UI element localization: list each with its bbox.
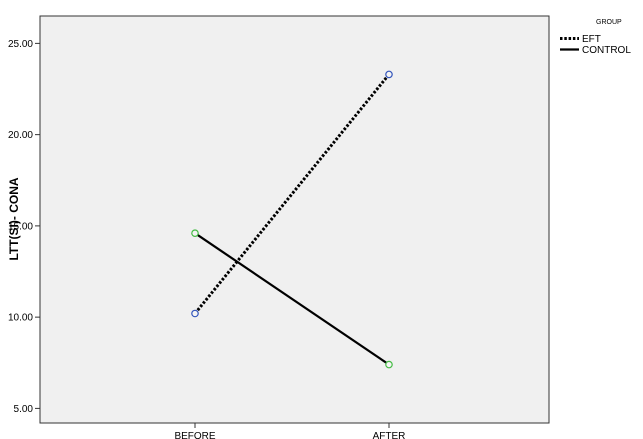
data-point-eft-before [191,309,199,318]
x-tick-label: AFTER [373,431,406,439]
legend-label-eft: EFT [582,34,601,45]
y-tick-label: 25.00 [8,39,33,50]
data-point-control-before [191,229,199,237]
y-tick-label: 10.00 [8,313,33,324]
data-point-eft-after [385,70,393,79]
series-layer [191,70,393,369]
y-axis: 5.00 10.00 15.00 20.00 25.00 [8,39,40,415]
legend-label-control: CONTROL [582,45,631,56]
data-point-control-after [385,360,393,369]
y-tick-label: 5.00 [14,404,34,415]
plot-area [39,15,550,424]
y-tick-label: 20.00 [8,130,33,141]
legend-title: GROUP [596,19,622,26]
x-tick-label: BEFORE [174,431,215,439]
series-line-control [194,232,390,366]
y-tick-label: 15.00 [8,221,33,232]
y-axis-title: LTT(SI)- CONA [7,177,21,260]
x-axis: BEFORE AFTER [174,423,405,439]
